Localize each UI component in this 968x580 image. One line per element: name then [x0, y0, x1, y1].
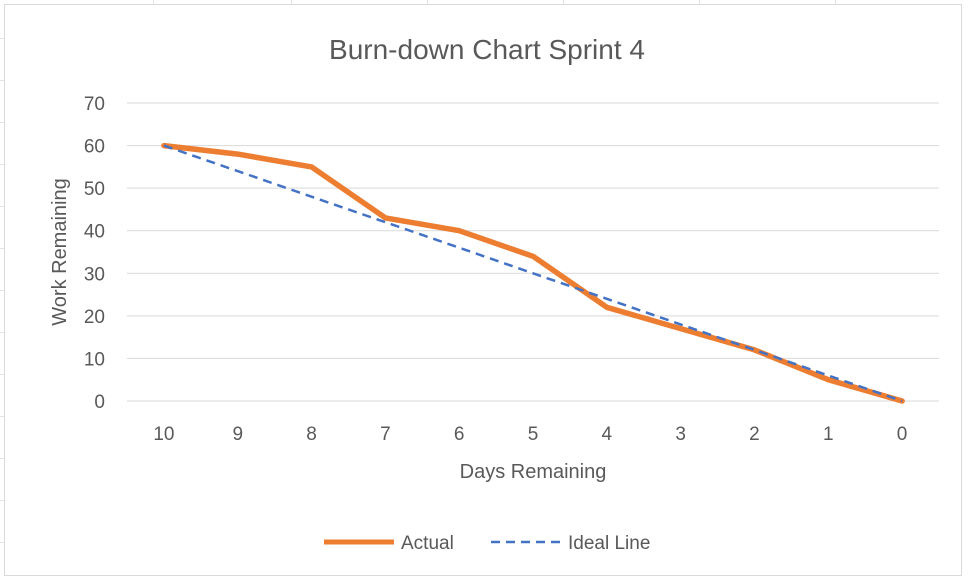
legend-item-ideal-line: Ideal Line [491, 533, 650, 554]
y-axis-label: Work Remaining [49, 178, 71, 325]
x-tick-label: 4 [602, 424, 613, 445]
x-tick-label: 8 [306, 424, 317, 445]
x-tick-label: 10 [153, 424, 174, 445]
y-tick-label: 40 [84, 222, 105, 243]
series-lines [161, 142, 905, 404]
burndown-chart: Burn-down Chart Sprint 4 010203040506070… [49, 34, 939, 554]
x-axis-label: Days Remaining [460, 461, 607, 483]
series-line-ideal-line [163, 144, 903, 403]
y-tick-label: 70 [84, 94, 105, 115]
x-tick-label: 1 [823, 424, 834, 445]
x-tick-label: 7 [380, 424, 391, 445]
horizontal-gridlines [127, 102, 939, 402]
legend-label-ideal-line: Ideal Line [568, 533, 650, 554]
x-tick-label: 0 [897, 424, 908, 445]
y-tick-label: 30 [84, 264, 105, 285]
y-tick-label: 50 [84, 179, 105, 200]
series-line-actual [161, 142, 905, 404]
legend-item-actual: Actual [324, 533, 454, 554]
y-tick-label: 10 [84, 349, 105, 370]
x-tick-label: 6 [454, 424, 465, 445]
x-tick-label: 5 [528, 424, 539, 445]
chart-area[interactable]: Burn-down Chart Sprint 4 0 10 20 30 40 50 60 70… [4, 4, 962, 576]
chart-title: Burn-down Chart Sprint 4 [329, 34, 645, 65]
y-tick-label: 0 [94, 392, 105, 413]
x-tick-label: 3 [675, 424, 686, 445]
y-tick-label: 60 [84, 137, 105, 158]
y-axis-tick-labels: 0 10 20 30 40 50 60 70 [84, 94, 105, 413]
x-tick-label: 9 [232, 424, 243, 445]
legend: Actual Ideal Line [324, 533, 650, 554]
x-axis-tick-labels: 10 9 8 7 6 5 4 3 2 1 0 [153, 424, 907, 445]
x-tick-label: 2 [749, 424, 760, 445]
y-tick-label: 20 [84, 307, 105, 328]
legend-label-actual: Actual [401, 533, 454, 554]
